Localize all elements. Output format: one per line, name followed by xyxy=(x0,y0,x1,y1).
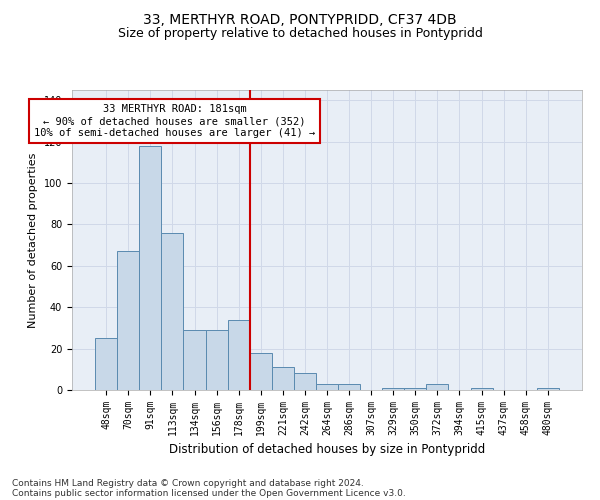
Bar xyxy=(161,233,184,390)
Bar xyxy=(227,320,250,390)
Bar xyxy=(294,374,316,390)
Y-axis label: Number of detached properties: Number of detached properties xyxy=(28,152,38,328)
Bar xyxy=(316,384,338,390)
Bar xyxy=(206,330,227,390)
Bar xyxy=(139,146,161,390)
Text: Size of property relative to detached houses in Pontypridd: Size of property relative to detached ho… xyxy=(118,28,482,40)
Bar xyxy=(117,252,139,390)
Bar xyxy=(404,388,427,390)
Bar xyxy=(272,367,294,390)
Bar xyxy=(250,353,272,390)
Bar xyxy=(382,388,404,390)
Bar xyxy=(427,384,448,390)
Bar xyxy=(338,384,360,390)
Bar xyxy=(95,338,117,390)
Bar xyxy=(470,388,493,390)
Text: Contains HM Land Registry data © Crown copyright and database right 2024.: Contains HM Land Registry data © Crown c… xyxy=(12,478,364,488)
Text: 33 MERTHYR ROAD: 181sqm
← 90% of detached houses are smaller (352)
10% of semi-d: 33 MERTHYR ROAD: 181sqm ← 90% of detache… xyxy=(34,104,315,138)
Bar xyxy=(537,388,559,390)
Text: Contains public sector information licensed under the Open Government Licence v3: Contains public sector information licen… xyxy=(12,488,406,498)
Bar xyxy=(184,330,206,390)
X-axis label: Distribution of detached houses by size in Pontypridd: Distribution of detached houses by size … xyxy=(169,444,485,456)
Text: 33, MERTHYR ROAD, PONTYPRIDD, CF37 4DB: 33, MERTHYR ROAD, PONTYPRIDD, CF37 4DB xyxy=(143,12,457,26)
